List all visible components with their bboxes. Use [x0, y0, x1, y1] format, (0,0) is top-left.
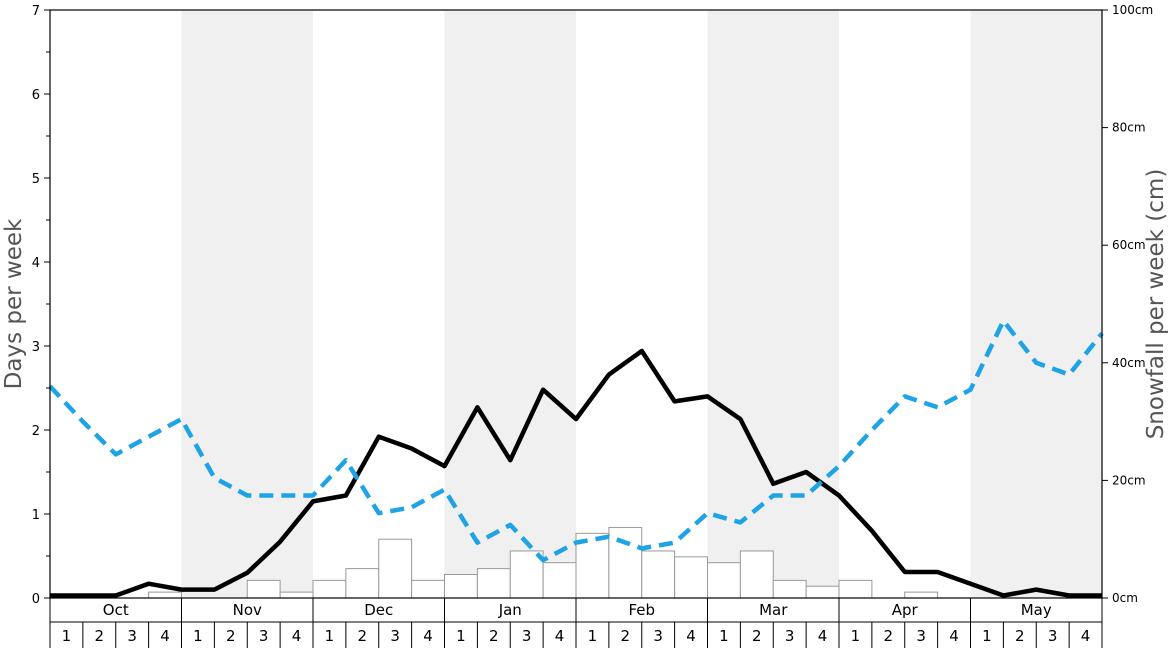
- month-shading: [181, 10, 1102, 598]
- snowfall-bars: [148, 526, 939, 599]
- week-label: 3: [390, 627, 400, 645]
- snowfall-bar: [739, 550, 774, 599]
- snowfall-bar: [838, 579, 873, 599]
- snowfall-bar: [575, 532, 610, 599]
- right-tick-label: 0cm: [1112, 591, 1138, 605]
- week-label: 4: [949, 627, 959, 645]
- week-label: 1: [325, 627, 335, 645]
- snowfall-bar: [411, 579, 445, 599]
- week-label: 2: [752, 627, 762, 645]
- month-label-mar: Mar: [759, 601, 788, 619]
- week-label: 1: [982, 627, 992, 645]
- week-label: 2: [1015, 627, 1025, 645]
- month-shade-may: [970, 10, 1102, 598]
- left-tick-label: 4: [32, 256, 40, 271]
- week-label: 1: [719, 627, 729, 645]
- left-tick-label: 3: [32, 340, 40, 355]
- left-axis: 0 1 2 3 4 5 6 7: [32, 4, 50, 607]
- week-label: 1: [193, 627, 203, 645]
- week-label: 1: [456, 627, 466, 645]
- snowfall-bar: [674, 556, 708, 599]
- week-label: 2: [621, 627, 631, 645]
- snowfall-bar: [312, 579, 347, 599]
- month-shade-mar: [707, 10, 839, 598]
- week-label: 3: [653, 627, 663, 645]
- dashed-blue-line: [48, 318, 1104, 563]
- left-tick-label: 2: [32, 424, 40, 439]
- month-shade-jan: [444, 10, 576, 598]
- week-label: 2: [358, 627, 368, 645]
- left-tick-label: 1: [32, 508, 40, 523]
- week-label: 1: [62, 627, 72, 645]
- solid-black-line: [50, 348, 1102, 598]
- right-axis: 0cm 20cm 40cm 60cm 80cm 100cm: [1102, 3, 1153, 605]
- week-label: 4: [1081, 627, 1091, 645]
- month-label-dec: Dec: [364, 601, 393, 619]
- snowfall-bar: [904, 591, 939, 599]
- snowfall-bar: [707, 562, 741, 599]
- snowfall-bar: [805, 585, 840, 599]
- y-right-axis-label: Snowfall per week (cm): [1143, 169, 1168, 440]
- right-tick-label: 20cm: [1112, 473, 1146, 487]
- week-label: 2: [226, 627, 236, 645]
- right-tick-label: 60cm: [1112, 238, 1146, 252]
- snowfall-bar: [246, 579, 281, 599]
- month-label-jan: Jan: [498, 601, 522, 619]
- snowfall-bar: [345, 568, 380, 599]
- snowfall-bar: [641, 550, 676, 599]
- snowfall-bar: [476, 568, 511, 599]
- week-label: 3: [916, 627, 926, 645]
- week-label: 1: [851, 627, 861, 645]
- snowfall-bar: [378, 538, 413, 599]
- month-label-may: May: [1021, 601, 1052, 619]
- week-label: 4: [423, 627, 433, 645]
- week-label: 3: [1048, 627, 1058, 645]
- snowfall-bar: [772, 579, 807, 599]
- week-label: 4: [292, 627, 302, 645]
- week-label: 3: [127, 627, 137, 645]
- month-week-axis: Oct 1 2 3 4 Nov 1 2 3 4 Dec 1 2 3 4 Jan 1 2 3 4 Feb 1 2 3 4 Mar 1 2…: [49, 598, 1103, 648]
- week-label: 2: [489, 627, 499, 645]
- snowfall-bar: [279, 591, 314, 599]
- month-label-apr: Apr: [892, 601, 919, 619]
- week-label: 1: [588, 627, 598, 645]
- left-tick-label: 7: [32, 4, 40, 19]
- week-label: 4: [686, 627, 696, 645]
- chart-lines: [48, 318, 1104, 598]
- week-label: 3: [522, 627, 532, 645]
- week-label: 3: [259, 627, 269, 645]
- month-shade-nov: [181, 10, 313, 598]
- snowfall-bar: [608, 526, 643, 599]
- week-label: 4: [160, 627, 170, 645]
- month-label-feb: Feb: [628, 601, 655, 619]
- week-label: 2: [884, 627, 894, 645]
- y-left-axis-label: Days per week: [1, 218, 27, 389]
- snowfall-bar: [509, 550, 544, 599]
- week-label: 4: [555, 627, 565, 645]
- snowfall-bar: [148, 591, 182, 599]
- snowfall-bar: [542, 562, 577, 599]
- left-tick-label: 6: [32, 88, 40, 103]
- week-label: 2: [95, 627, 105, 645]
- snowfall-bar: [444, 573, 478, 599]
- left-tick-label: 0: [32, 592, 40, 607]
- month-label-nov: Nov: [233, 601, 262, 619]
- week-label: 3: [785, 627, 795, 645]
- month-label-oct: Oct: [103, 601, 129, 619]
- right-tick-label: 100cm: [1112, 3, 1153, 17]
- left-tick-label: 5: [32, 172, 40, 187]
- week-label: 4: [818, 627, 828, 645]
- right-tick-label: 80cm: [1112, 121, 1146, 135]
- right-tick-label: 40cm: [1112, 356, 1146, 370]
